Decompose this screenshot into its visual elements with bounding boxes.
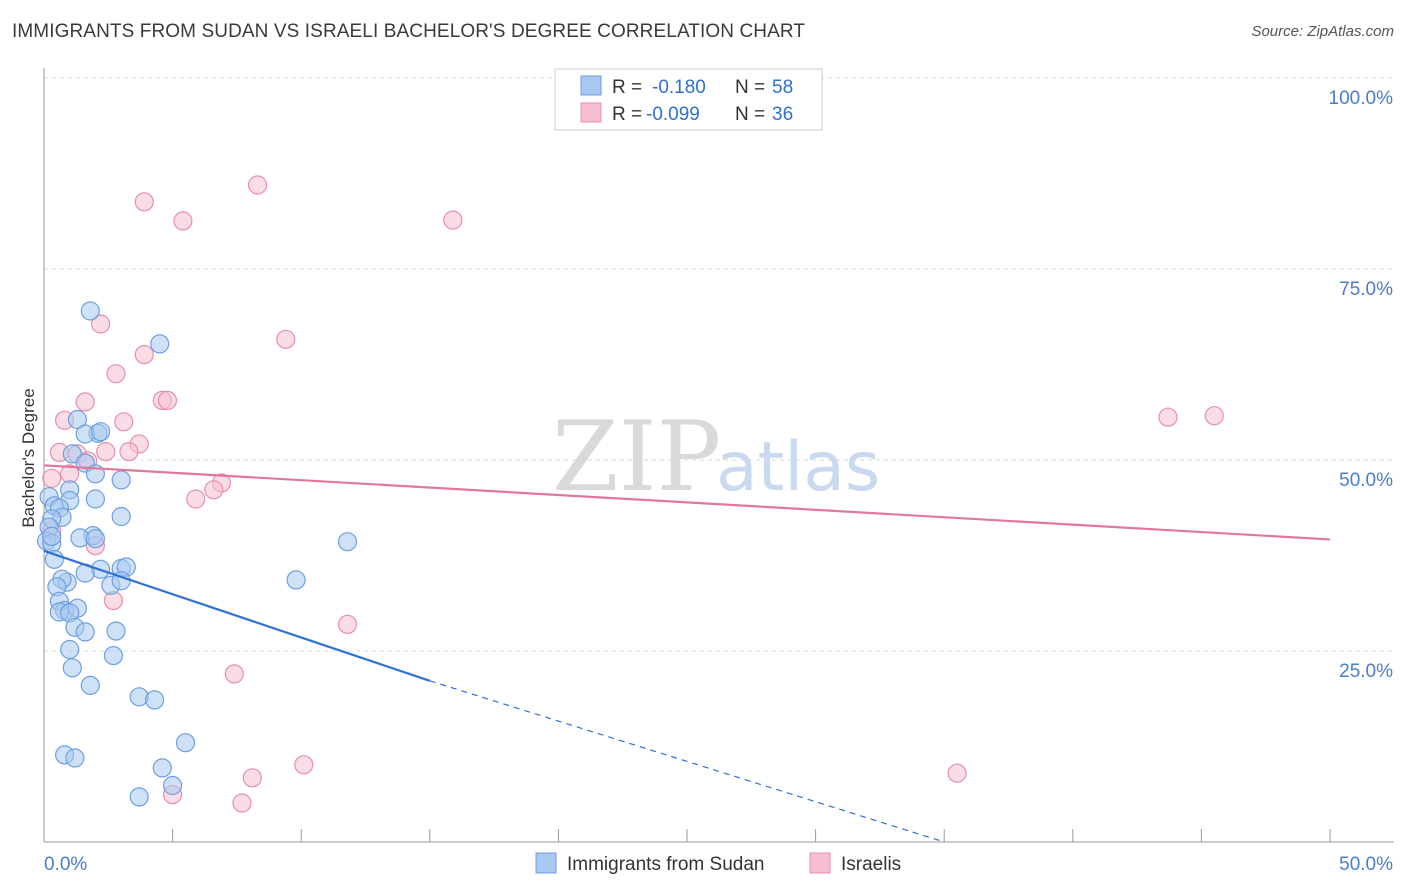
israelis-point-13 [1158, 407, 1178, 427]
y-tick-label-0: 100.0% [1329, 88, 1394, 109]
israelis-point-2 [173, 211, 193, 231]
sudan-point-43 [75, 622, 95, 642]
israelis-point-17 [96, 442, 116, 462]
sudan-point-18 [111, 506, 131, 527]
legend-n-value-israelis: 36 [772, 104, 793, 125]
watermark-zip: ZIP [552, 401, 721, 513]
sudan-point-51 [175, 733, 196, 753]
israelis-point-4 [90, 314, 111, 334]
israelis-point-10 [157, 390, 178, 410]
x-tick-label-left: 0.0% [44, 854, 87, 875]
x-tick-marks [172, 829, 1331, 842]
legend-r-value-sudan: -0.180 [652, 77, 706, 98]
sudan-point-1 [150, 334, 170, 354]
israelis-point-25 [186, 489, 206, 509]
israelis-point-3 [443, 210, 463, 230]
israelis-trend-line [43, 464, 1331, 541]
y-axis-label: Bachelor's Degree [19, 388, 38, 527]
sudan-points [36, 301, 358, 807]
sudan-point-54 [152, 758, 172, 778]
axes [43, 68, 1394, 843]
sudan-point-45 [60, 639, 80, 660]
sudan-point-55 [163, 775, 183, 796]
israelis-point-35 [232, 793, 252, 813]
sudan-point-47 [62, 658, 82, 678]
sudan-point-48 [80, 675, 100, 696]
y-tick-label-1: 75.0% [1339, 279, 1393, 300]
bottom-legend-label-sudan: Immigrants from Sudan [567, 854, 764, 875]
watermark-atlas: atlas [716, 428, 880, 507]
bottom-legend: Immigrants from Sudan Israelis [535, 852, 901, 875]
sudan-point-57 [42, 526, 62, 547]
y-tick-labels: 100.0% 75.0% 50.0% 25.0% [1329, 88, 1394, 682]
sudan-point-46 [103, 645, 124, 666]
legend-r-label-israelis: R = [612, 104, 642, 125]
israelis-point-16 [119, 442, 139, 462]
israelis-point-1 [134, 192, 154, 212]
israelis-point-14 [1204, 406, 1224, 426]
israelis-point-0 [247, 175, 268, 195]
israelis-point-22 [42, 468, 62, 488]
sudan-point-0 [80, 301, 100, 321]
bottom-legend-swatch-israelis [809, 852, 831, 874]
sudan-point-50 [145, 690, 165, 710]
chart-source: Source: ZipAtlas.com [1251, 23, 1394, 40]
sudan-point-49 [129, 687, 149, 707]
sudan-point-36 [286, 570, 306, 590]
sudan-trend-extension [429, 680, 945, 843]
israelis-point-7 [106, 364, 126, 384]
sudan-point-9 [111, 470, 131, 490]
israelis-point-33 [947, 763, 967, 783]
legend-box: R = -0.180 N = 58 R = -0.099 N = 36 [554, 68, 823, 131]
sudan-point-44 [106, 621, 126, 641]
sudan-point-56 [129, 787, 149, 807]
israelis-point-12 [114, 412, 134, 432]
y-tick-label-2: 50.0% [1339, 470, 1393, 491]
israelis-point-6 [134, 345, 154, 365]
legend-swatch-israelis [580, 102, 602, 123]
y-tick-label-3: 25.0% [1339, 661, 1393, 682]
legend-r-value-israelis: -0.099 [646, 104, 700, 125]
israelis-point-24 [204, 480, 224, 500]
israelis-point-9 [75, 392, 95, 412]
legend-n-label-sudan: N = [735, 77, 765, 98]
israelis-point-5 [276, 329, 296, 349]
sudan-point-13 [85, 489, 106, 509]
israelis-point-32 [242, 768, 262, 788]
sudan-trend-line [43, 549, 431, 682]
legend-swatch-sudan [580, 75, 602, 96]
israelis-point-31 [294, 755, 314, 775]
sudan-point-5 [90, 422, 111, 442]
trend-lines [43, 464, 1331, 843]
israelis-point-30 [224, 664, 244, 684]
legend-r-label-sudan: R = [612, 77, 642, 98]
sudan-point-22 [85, 529, 106, 549]
chart-title: IMMIGRANTS FROM SUDAN VS ISRAELI BACHELO… [12, 21, 806, 42]
watermark: ZIP atlas [552, 401, 880, 513]
sudan-point-25 [337, 532, 358, 552]
sudan-point-53 [65, 748, 85, 768]
legend-n-label-israelis: N = [735, 104, 765, 125]
sudan-point-6 [62, 444, 82, 464]
x-tick-label-right: 50.0% [1339, 854, 1393, 875]
bottom-legend-swatch-sudan [535, 852, 557, 874]
grid-lines [44, 77, 1394, 652]
israelis-point-29 [337, 614, 358, 634]
legend-n-value-sudan: 58 [772, 77, 793, 98]
bottom-legend-label-israelis: Israelis [841, 854, 901, 875]
